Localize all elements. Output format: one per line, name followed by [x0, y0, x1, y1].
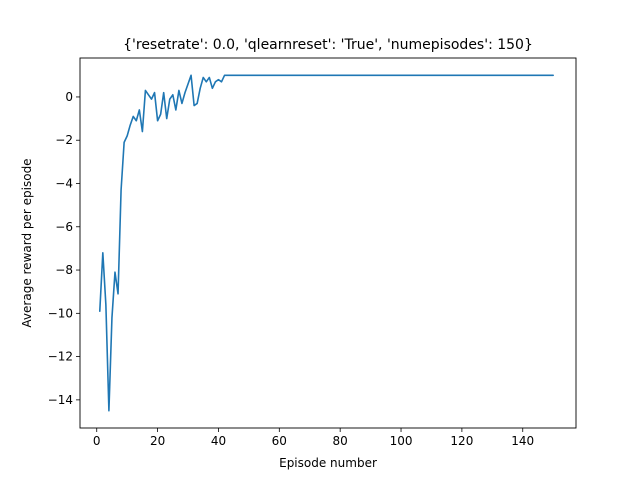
data-point — [148, 94, 150, 96]
y-tick-label: −8 — [55, 263, 73, 277]
data-point — [215, 81, 217, 83]
x-axis: 0 20 40 60 80 100 120 140 — [93, 428, 534, 448]
y-tick-label: −4 — [55, 176, 73, 190]
x-tick-label: 40 — [211, 434, 226, 448]
data-point — [209, 77, 211, 79]
data-point — [175, 109, 177, 111]
data-point — [202, 77, 204, 79]
data-point — [190, 75, 192, 77]
data-point — [218, 79, 220, 81]
data-point — [145, 90, 147, 92]
data-point — [193, 105, 195, 107]
data-point — [184, 92, 186, 94]
x-tick-label: 120 — [450, 434, 473, 448]
data-point — [105, 304, 107, 306]
data-point — [154, 92, 156, 94]
data-point — [129, 124, 131, 126]
data-point — [114, 271, 116, 273]
y-tick-label: 0 — [65, 90, 73, 104]
chart-title: {'resetrate': 0.0, 'qlearnreset': 'True'… — [123, 37, 533, 53]
data-point — [166, 118, 168, 120]
data-point — [224, 75, 226, 77]
y-tick-label: −12 — [48, 350, 73, 364]
data-point — [99, 310, 101, 312]
y-tick-label: −2 — [55, 133, 73, 147]
data-point — [221, 81, 223, 83]
x-axis-label: Episode number — [279, 456, 377, 470]
data-point — [178, 90, 180, 92]
data-point — [108, 410, 110, 412]
plot-frame — [79, 57, 577, 429]
y-axis-label: Average reward per episode — [20, 158, 34, 327]
y-axis: −14 −12 −10 −8 −6 −4 −2 0 — [48, 90, 80, 407]
plot-area: 0 20 40 60 80 100 120 140 −14 −12 −10 −8 −6 −4 −2 0 — [48, 57, 577, 448]
series-line — [98, 74, 554, 412]
data-point — [157, 120, 159, 122]
y-tick-label: −14 — [48, 393, 73, 407]
data-point — [139, 109, 141, 111]
x-tick-label: 80 — [333, 434, 348, 448]
data-point — [212, 87, 214, 89]
x-tick-label: 20 — [150, 434, 165, 448]
data-point — [187, 83, 189, 85]
x-tick-label: 100 — [390, 434, 413, 448]
data-point — [117, 293, 119, 295]
data-point — [132, 116, 134, 118]
data-point — [135, 120, 137, 122]
data-point — [151, 98, 153, 100]
data-point — [205, 81, 207, 83]
y-tick-label: −10 — [48, 306, 73, 320]
data-point — [142, 131, 144, 133]
data-point — [169, 98, 171, 100]
data-point — [102, 252, 104, 254]
data-point — [120, 189, 122, 191]
data-point — [227, 75, 229, 77]
x-tick-label: 0 — [93, 434, 101, 448]
data-point — [160, 113, 162, 115]
data-point — [552, 75, 554, 77]
data-point — [123, 142, 125, 144]
data-point — [111, 317, 113, 319]
y-tick-label: −6 — [55, 220, 73, 234]
data-point — [181, 103, 183, 105]
data-point — [199, 87, 201, 89]
x-tick-label: 60 — [272, 434, 287, 448]
x-tick-label: 140 — [511, 434, 534, 448]
data-point — [126, 135, 128, 137]
data-point — [163, 92, 165, 94]
data-point — [172, 94, 174, 96]
data-point — [196, 103, 198, 105]
